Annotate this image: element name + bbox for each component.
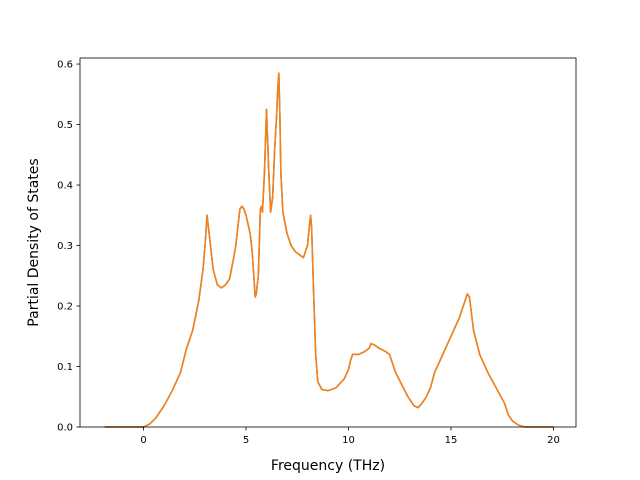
y-tick-label: 0.2 (57, 302, 73, 313)
x-tick-label: 5 (243, 435, 249, 446)
y-tick-label: 0.3 (57, 241, 73, 252)
y-axis: 0.0 0.1 0.2 0.3 0.4 0.5 0.6 (57, 60, 80, 434)
y-axis-label: Partial Density of States (26, 158, 42, 326)
series-layer (104, 72, 554, 428)
y-tick-label: 0.5 (57, 120, 73, 131)
x-tick-label: 10 (342, 435, 355, 446)
axes-frame (79, 57, 577, 428)
x-tick-label: 20 (547, 435, 560, 446)
x-axis: 0 5 10 15 20 (140, 427, 560, 446)
y-tick-label: 0.1 (57, 362, 73, 373)
plot-area: 0 5 10 15 20 0.0 0.1 0.2 0.3 0.4 0.5 0.6 (57, 57, 577, 446)
x-tick-label: 0 (140, 435, 146, 446)
series-line-2 (104, 72, 554, 428)
axes-background (80, 58, 576, 427)
x-axis-label: Frequency (THz) (271, 458, 385, 474)
x-tick-label: 15 (445, 435, 458, 446)
y-tick-label: 0.0 (57, 423, 73, 434)
y-tick-label: 0.4 (57, 181, 73, 192)
y-tick-label: 0.6 (57, 60, 73, 71)
